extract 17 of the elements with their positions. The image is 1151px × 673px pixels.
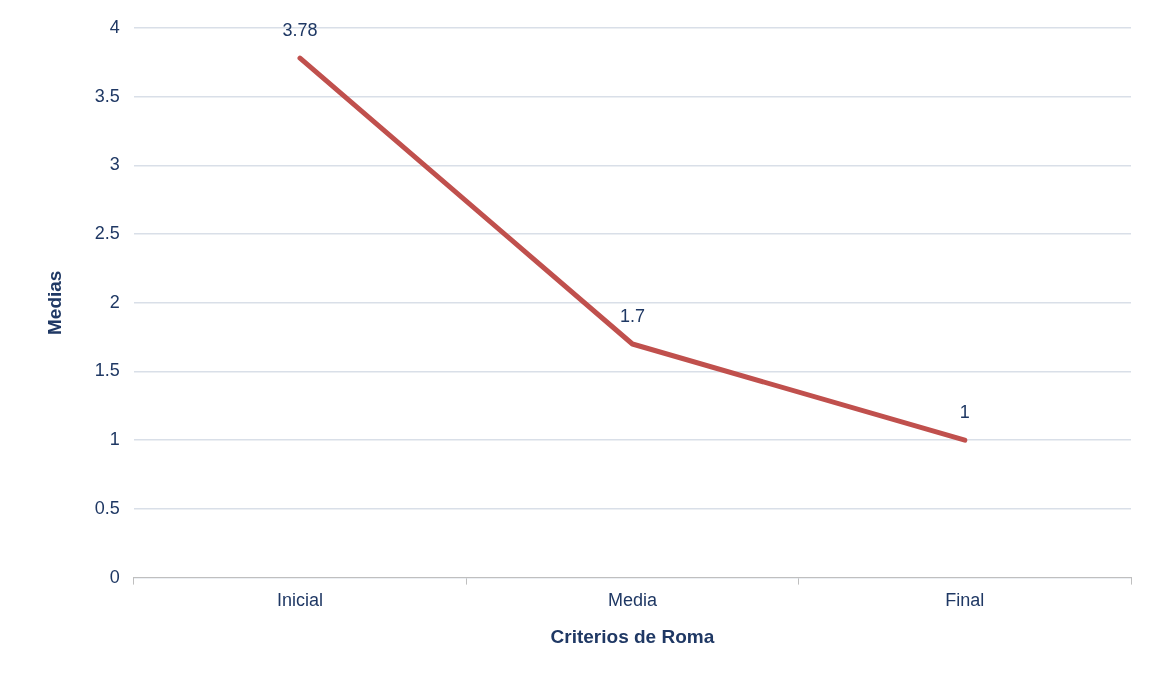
y-tick-label: 1.5	[94, 360, 120, 381]
y-tick-label: 0.5	[94, 497, 120, 518]
y-tick-label: 2	[109, 291, 120, 312]
data-label: 1	[959, 402, 970, 423]
y-tick-label: 2.5	[94, 223, 120, 244]
x-tick-label: Media	[607, 590, 658, 611]
y-tick-label: 4	[109, 16, 120, 37]
x-tick-label: Inicial	[277, 590, 324, 611]
y-tick-label: 3	[109, 154, 120, 175]
data-label: 3.78	[282, 20, 318, 41]
data-label: 1.7	[619, 305, 645, 326]
x-axis-title: Criterios de Roma	[550, 625, 715, 647]
y-tick-label: 0	[109, 566, 120, 587]
x-tick-label: Final	[945, 590, 985, 611]
y-axis-title: Medias	[43, 270, 65, 336]
y-tick-label: 3.5	[94, 85, 120, 106]
y-tick-label: 1	[109, 429, 120, 450]
